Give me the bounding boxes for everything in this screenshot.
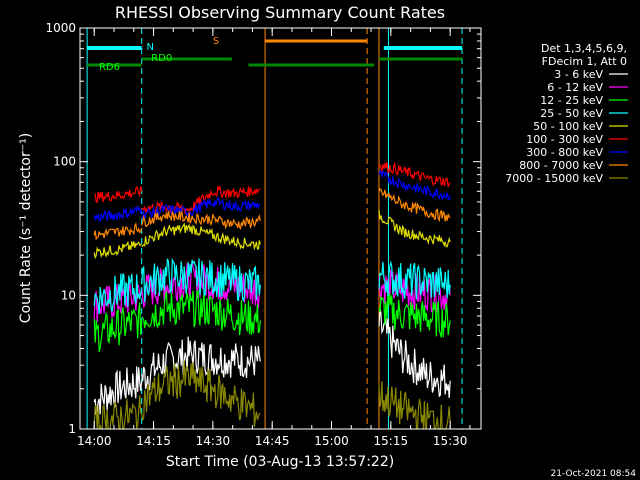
flag-rd0-label: RD0 — [151, 53, 172, 64]
flag-rd6-label: RD6 — [99, 62, 120, 73]
x-axis-label: Start Time (03-Aug-13 13:57:22) — [166, 454, 394, 470]
series-2-segment-2 — [378, 293, 451, 338]
x-tick-label-4: 15:00 — [314, 434, 349, 448]
flag-n-label: N — [146, 42, 153, 53]
legend-label-5: 100 - 300 keV — [526, 133, 603, 146]
series-0-segment-1 — [141, 336, 261, 391]
legend-header-1: FDecim 1, Att 0 — [542, 55, 627, 68]
legend-label-0: 3 - 6 keV — [554, 68, 603, 81]
y-tick-label-3: 1000 — [45, 21, 76, 35]
x-tick-label-6: 15:30 — [433, 434, 468, 448]
legend-label-6: 300 - 800 keV — [526, 146, 603, 159]
plot-frame — [79, 27, 482, 430]
legend-label-3: 25 - 50 keV — [540, 107, 603, 120]
series-7-segment-1 — [141, 210, 261, 230]
y-tick-label-0: 1 — [68, 422, 76, 436]
series-3-segment-1 — [141, 257, 261, 303]
legend-label-1: 6 - 12 keV — [547, 81, 603, 94]
legend-header-0: Det 1,3,4,5,6,9, — [541, 42, 627, 55]
series-0-segment-2 — [378, 308, 451, 399]
x-tick-label-1: 14:15 — [136, 434, 171, 448]
legend-label-8: 7000 - 15000 keV — [505, 172, 603, 185]
series-6-segment-0 — [93, 206, 143, 223]
series-6-segment-2 — [378, 170, 451, 201]
series-3-segment-0 — [93, 273, 143, 315]
series-8-segment-1 — [141, 360, 261, 428]
series-4-segment-0 — [93, 240, 142, 260]
legend-label-2: 12 - 25 keV — [540, 94, 603, 107]
series-4-segment-1 — [141, 222, 261, 251]
legend-label-4: 50 - 100 keV — [533, 120, 603, 133]
legend-label-7: 800 - 7000 keV — [519, 159, 603, 172]
footer-timestamp: 21-Oct-2021 08:54 — [551, 469, 637, 479]
series-5-segment-1 — [141, 184, 261, 216]
series-7-segment-0 — [93, 221, 143, 241]
series-3-segment-2 — [378, 260, 451, 300]
series-2-segment-1 — [141, 289, 261, 336]
series-4-segment-2 — [378, 209, 451, 248]
legend: Det 1,3,4,5,6,9,FDecim 1, Att 03 - 6 keV… — [505, 42, 628, 185]
chart-title: RHESSI Observing Summary Count Rates — [115, 3, 445, 22]
x-tick-label-3: 14:45 — [255, 434, 290, 448]
series-5-segment-0 — [93, 185, 143, 204]
axes: 1 10 100 1000 14:00 14:15 14:30 14:45 15:00 15:15… — [45, 21, 481, 448]
y-axis-label: Count Rate (s⁻¹ detector⁻¹) — [18, 133, 34, 323]
y-tick-label-2: 100 — [53, 155, 76, 169]
series-2-segment-0 — [93, 302, 143, 353]
x-tick-label-5: 15:15 — [374, 434, 409, 448]
plot-area: N S RD0 RD6 — [86, 28, 463, 430]
series-7-segment-2 — [378, 187, 451, 223]
x-tick-label-0: 14:00 — [77, 434, 112, 448]
x-tick-label-2: 14:30 — [196, 434, 231, 448]
series-6-segment-1 — [141, 196, 261, 220]
series-0-segment-0 — [93, 366, 143, 416]
flag-s-label: S — [213, 36, 219, 47]
y-tick-label-1: 10 — [61, 288, 76, 302]
series-5-segment-2 — [378, 162, 451, 188]
